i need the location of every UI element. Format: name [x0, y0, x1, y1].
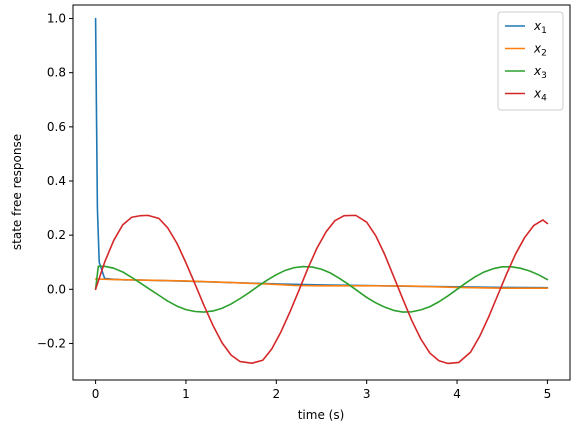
legend-label-x2: x2	[533, 42, 547, 59]
series-line-x2	[94, 278, 549, 290]
y-tick-label: 0.0	[47, 282, 66, 296]
y-tick-label: 0.4	[47, 174, 66, 188]
x-tick-label: 5	[544, 387, 552, 401]
plot-frame	[72, 4, 571, 381]
legend-label-x4: x4	[533, 87, 547, 104]
x-tick-label: 1	[182, 387, 190, 401]
y-tick-label: −0.2	[37, 336, 66, 350]
x-tick-label: 4	[453, 387, 461, 401]
x-axis: 0 1 2 3 4 5	[92, 380, 551, 401]
x-tick-label: 2	[272, 387, 280, 401]
y-tick-label: 1.0	[47, 12, 66, 26]
y-tick-label: 0.2	[47, 228, 66, 242]
legend-box	[497, 11, 564, 111]
series-line-x4	[94, 214, 549, 365]
x-axis-label: time (s)	[298, 408, 345, 422]
x-tick-label: 0	[92, 387, 100, 401]
y-tick-label: 0.6	[47, 120, 66, 134]
legend: x1 x2 x3 x4	[497, 11, 564, 111]
legend-label-x1: x1	[533, 19, 547, 36]
y-axis: −0.2 0.0 0.2 0.4 0.6 0.8 1.0	[37, 12, 73, 350]
x-tick-label: 3	[363, 387, 371, 401]
y-tick-label: 0.8	[47, 66, 66, 80]
y-axis-label: state free response	[10, 134, 24, 250]
series-line-x3	[94, 265, 549, 313]
legend-label-x3: x3	[533, 64, 547, 81]
series-layer	[94, 17, 549, 365]
